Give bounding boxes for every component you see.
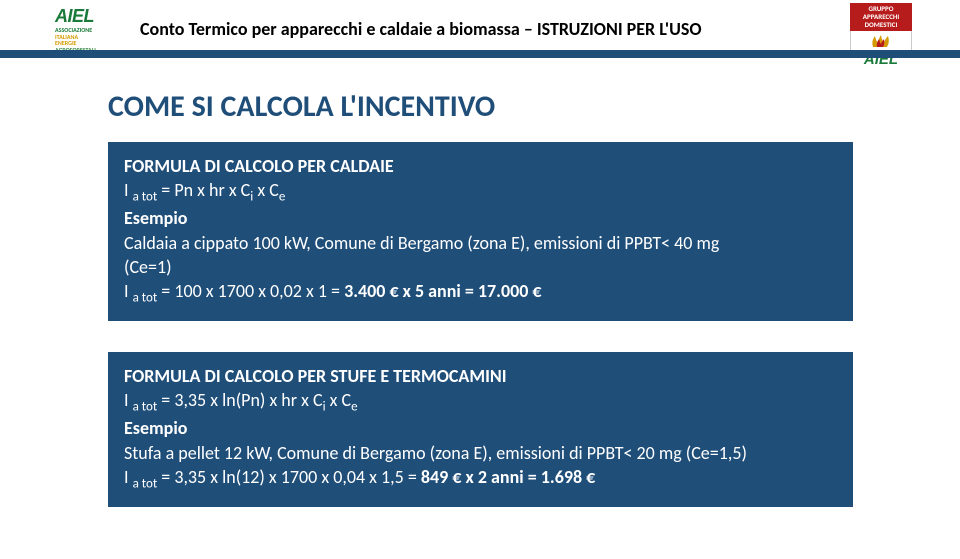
box2-res-sub: a tot (133, 477, 158, 492)
logo-right-top3: DOMESTICI (865, 20, 898, 29)
box1-res-pre: I (124, 280, 133, 302)
logo-brand: AIEL (55, 6, 135, 27)
box1-formula-sub3: e (279, 190, 285, 205)
formula-box-stufe: FORMULA DI CALCOLO PER STUFE E TERMOCAMI… (108, 352, 853, 507)
box2-heading: FORMULA DI CALCOLO PER STUFE E TERMOCAMI… (124, 364, 837, 388)
box2-formula-mid2: x C (326, 389, 352, 411)
box1-example-line1: Caldaia a cippato 100 kW, Comune di Berg… (124, 231, 837, 255)
box2-example-label: Esempio (124, 416, 837, 440)
box1-heading: FORMULA DI CALCOLO PER CALDAIE (124, 154, 837, 178)
header-title: Conto Termico per apparecchi e caldaie a… (140, 18, 702, 40)
logo-gruppo-right: GRUPPO APPARECCHI DOMESTICI AIEL (850, 3, 912, 55)
box2-res-bold: 849 € x 2 anni = 1.698 € (421, 466, 595, 488)
box2-formula-mid: = 3,35 x ln(Pn) x hr x C (157, 389, 322, 411)
box2-formula-pre: I (124, 389, 133, 411)
box2-res-pre: I (124, 466, 133, 488)
box1-example-label: Esempio (124, 206, 837, 230)
page-title: COME SI CALCOLA L'INCENTIVO (108, 88, 495, 125)
box1-result: I a tot = 100 x 1700 x 0,02 x 1 = 3.400 … (124, 279, 837, 307)
logo-right-top: GRUPPO APPARECCHI DOMESTICI (850, 3, 912, 31)
box1-res-bold: 3.400 € x 5 anni = 17.000 € (344, 280, 541, 302)
box2-formula-sub3: e (351, 400, 357, 415)
box1-res-mid: = 100 x 1700 x 0,02 x 1 = (157, 280, 344, 302)
box1-formula-mid2: x C (253, 179, 279, 201)
box1-formula-mid: = Pn x hr x C (157, 179, 250, 201)
logo-aiel-left: AIEL ASSOCIAZIONE ITALIANA ENERGIE AGROF… (55, 6, 135, 54)
flame-icon (867, 33, 895, 49)
box1-example-line2: (Ce=1) (124, 255, 837, 279)
header-bar (0, 50, 960, 58)
formula-box-caldaie: FORMULA DI CALCOLO PER CALDAIE I a tot =… (108, 142, 853, 321)
logo-right-mid (850, 31, 912, 51)
box2-res-mid: = 3,35 x ln(12) x 1700 x 0,04 x 1,5 = (157, 466, 421, 488)
box2-result: I a tot = 3,35 x ln(12) x 1700 x 0,04 x … (124, 465, 837, 493)
box1-res-sub: a tot (133, 291, 158, 306)
box1-formula-pre: I (124, 179, 133, 201)
box2-example-line1: Stufa a pellet 12 kW, Comune di Bergamo … (124, 441, 837, 465)
box2-formula-sub1: a tot (133, 400, 158, 415)
box2-formula: I a tot = 3,35 x ln(Pn) x hr x Ci x Ce (124, 388, 837, 416)
box1-formula-sub1: a tot (133, 190, 158, 205)
box1-formula: I a tot = Pn x hr x Ci x Ce (124, 178, 837, 206)
